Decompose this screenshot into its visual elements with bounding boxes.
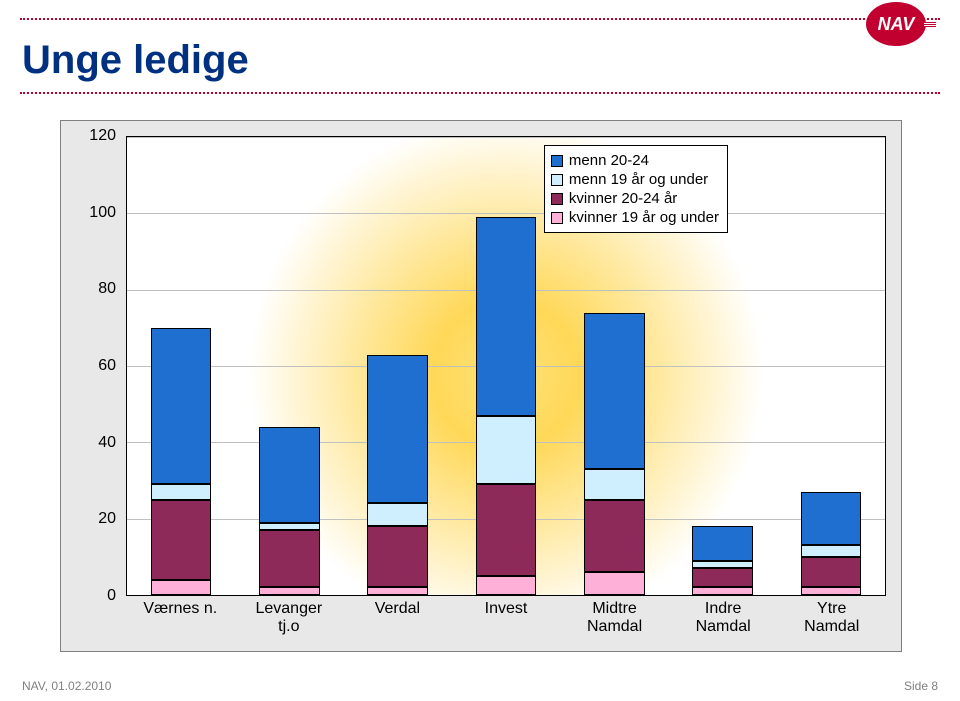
legend-item: kvinner 20-24 år [551, 190, 719, 207]
bar-segment [692, 526, 753, 560]
x-tick-label: Verdal [375, 600, 420, 618]
bar-segment [151, 580, 212, 595]
bar-segment [367, 355, 428, 504]
y-tick-label: 60 [76, 357, 116, 375]
x-tick-label: Værnes n. [143, 600, 217, 618]
top-divider [20, 18, 940, 20]
y-tick-label: 0 [76, 587, 116, 605]
bar-segment [367, 526, 428, 587]
bar-segment [801, 587, 862, 595]
nav-logo-text: NAV [878, 14, 917, 34]
chart-frame: 0 20 40 60 80 100 120 menn 20-24 menn 19 år og … [60, 120, 902, 652]
bar-segment [692, 587, 753, 595]
bar-segment [367, 587, 428, 595]
bar-segment [801, 557, 862, 588]
legend-swatch [551, 193, 563, 205]
bar-segment [151, 500, 212, 580]
page-title: Unge ledige [22, 38, 249, 83]
legend-swatch [551, 212, 563, 224]
legend-label: kvinner 20-24 år [569, 190, 677, 207]
x-tick-label: Invest [485, 600, 528, 618]
bar-stack [801, 492, 862, 595]
bar-group [127, 137, 235, 595]
legend-item: menn 19 år og under [551, 171, 719, 188]
bar-segment [259, 523, 320, 531]
bar-group [235, 137, 343, 595]
slide: NAV Unge ledige 0 20 40 60 80 100 120 menn 20-… [0, 0, 960, 701]
bar-segment [476, 416, 537, 485]
bar-segment [259, 427, 320, 522]
bar-segment [476, 484, 537, 576]
legend-swatch [551, 155, 563, 167]
legend-item: kvinner 19 år og under [551, 209, 719, 226]
chart-inner: 020406080100120 menn 20-24menn 19 år og … [76, 136, 886, 636]
bar-segment [151, 484, 212, 499]
sub-divider [20, 92, 940, 94]
y-axis: 020406080100120 [76, 136, 126, 596]
bar-stack [692, 526, 753, 595]
bars-layer [127, 137, 885, 595]
bar-stack [476, 217, 537, 595]
bar-segment [584, 313, 645, 469]
bar-stack [259, 427, 320, 595]
legend: menn 20-24 menn 19 år og under kvinner 20-… [544, 145, 728, 233]
legend-item: menn 20-24 [551, 152, 719, 169]
x-tick-label: Levanger tj.o [255, 600, 322, 636]
bar-stack [584, 313, 645, 595]
x-tick-label: Indre Namdal [696, 600, 751, 636]
bar-segment [367, 503, 428, 526]
bar-segment [259, 530, 320, 587]
legend-swatch [551, 174, 563, 186]
bar-segment [259, 587, 320, 595]
bar-segment [692, 561, 753, 569]
x-tick-label: Midtre Namdal [587, 600, 642, 636]
bar-segment [151, 328, 212, 484]
nav-logo: NAV [856, 0, 936, 48]
y-tick-label: 20 [76, 510, 116, 528]
bar-stack [151, 328, 212, 595]
legend-label: menn 20-24 [569, 152, 649, 169]
footer-right: Side 8 [904, 679, 938, 693]
x-axis: Værnes n. Levanger tj.o Verdal Invest Midtre… [126, 596, 886, 636]
bar-segment [584, 469, 645, 500]
plot-area: menn 20-24 menn 19 år og under kvinner 20-… [126, 136, 886, 596]
y-tick-label: 40 [76, 434, 116, 452]
y-tick-label: 100 [76, 204, 116, 222]
bar-group [777, 137, 885, 595]
footer-left: NAV, 01.02.2010 [22, 679, 111, 693]
y-tick-label: 120 [76, 127, 116, 145]
bar-segment [476, 217, 537, 415]
bar-segment [476, 576, 537, 595]
bar-segment [801, 492, 862, 545]
bar-stack [367, 355, 428, 595]
y-tick-label: 80 [76, 280, 116, 298]
nav-logo-svg: NAV [856, 0, 936, 48]
legend-label: kvinner 19 år og under [569, 209, 719, 226]
bar-segment [801, 545, 862, 556]
x-tick-label: Ytre Namdal [804, 600, 859, 636]
legend-label: menn 19 år og under [569, 171, 708, 188]
bar-segment [692, 568, 753, 587]
bar-segment [584, 572, 645, 595]
bar-segment [584, 500, 645, 573]
bar-group [344, 137, 452, 595]
